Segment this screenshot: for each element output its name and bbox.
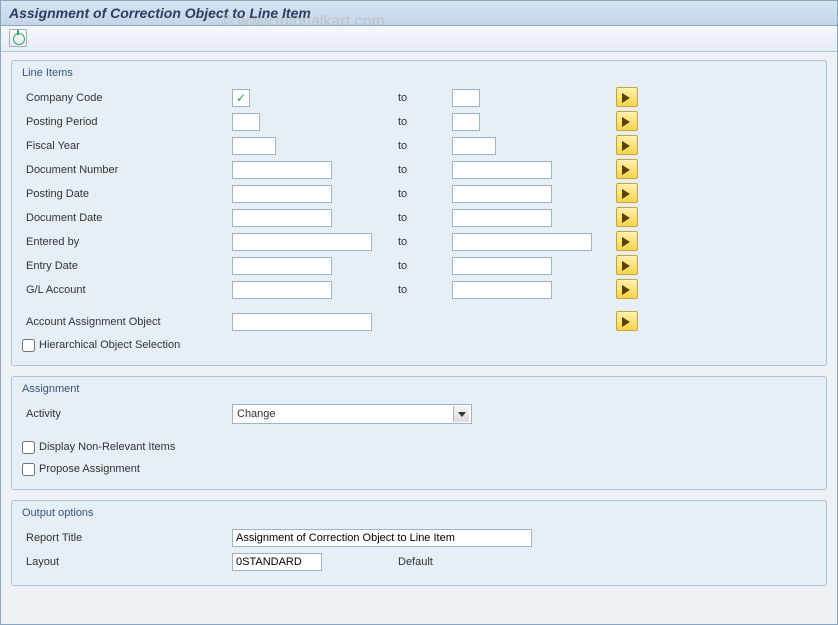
row-gl-account: G/L Account to xyxy=(22,279,816,301)
to-label-gl-account: to xyxy=(392,284,452,296)
group-line-items: Line Items Company Code ✓ to Posting Per… xyxy=(11,60,827,366)
activity-dropdown[interactable]: Change xyxy=(232,404,472,424)
label-company-code: Company Code xyxy=(22,92,232,104)
document-date-to-input[interactable] xyxy=(452,209,552,227)
row-document-number: Document Number to xyxy=(22,159,816,181)
row-propose-assignment: Propose Assignment xyxy=(22,459,816,479)
label-propose-assignment: Propose Assignment xyxy=(39,463,140,475)
account-assignment-input[interactable] xyxy=(232,313,372,331)
label-gl-account: G/L Account xyxy=(22,284,232,296)
posting-date-from-input[interactable] xyxy=(232,185,332,203)
row-posting-period: Posting Period to xyxy=(22,111,816,133)
fiscal-year-multi-button[interactable] xyxy=(616,135,638,155)
company-code-check[interactable]: ✓ xyxy=(232,89,250,107)
group-output-options: Output options Report Title Layout Defau… xyxy=(11,500,827,586)
label-fiscal-year: Fiscal Year xyxy=(22,140,232,152)
entry-date-from-input[interactable] xyxy=(232,257,332,275)
posting-period-from-input[interactable] xyxy=(232,113,260,131)
label-hierarchical-selection: Hierarchical Object Selection xyxy=(39,339,180,351)
gl-account-to-input[interactable] xyxy=(452,281,552,299)
activity-dropdown-value: Change xyxy=(237,408,276,420)
to-label-posting-date: to xyxy=(392,188,452,200)
entered-by-from-input[interactable] xyxy=(232,233,372,251)
group-title-assignment: Assignment xyxy=(22,381,816,397)
to-label-entry-date: to xyxy=(392,260,452,272)
display-non-relevant-checkbox[interactable] xyxy=(22,441,35,454)
account-assignment-multi-button[interactable] xyxy=(616,311,638,331)
group-title-output: Output options xyxy=(22,505,816,521)
to-label-document-number: to xyxy=(392,164,452,176)
posting-period-to-input[interactable] xyxy=(452,113,480,131)
entered-by-to-input[interactable] xyxy=(452,233,592,251)
document-number-to-input[interactable] xyxy=(452,161,552,179)
row-hierarchical-selection: Hierarchical Object Selection xyxy=(22,335,816,355)
label-entry-date: Entry Date xyxy=(22,260,232,272)
propose-assignment-checkbox[interactable] xyxy=(22,463,35,476)
document-number-multi-button[interactable] xyxy=(616,159,638,179)
company-code-multi-button[interactable] xyxy=(616,87,638,107)
row-entered-by: Entered by to xyxy=(22,231,816,253)
report-title-input[interactable] xyxy=(232,529,532,547)
chevron-down-icon xyxy=(453,406,469,422)
company-code-to-input[interactable] xyxy=(452,89,480,107)
row-entry-date: Entry Date to xyxy=(22,255,816,277)
label-entered-by: Entered by xyxy=(22,236,232,248)
to-label-fiscal-year: to xyxy=(392,140,452,152)
to-label-company-code: to xyxy=(392,92,452,104)
layout-input[interactable] xyxy=(232,553,322,571)
entry-date-multi-button[interactable] xyxy=(616,255,638,275)
toolbar xyxy=(1,26,837,52)
label-posting-date: Posting Date xyxy=(22,188,232,200)
label-posting-period: Posting Period xyxy=(22,116,232,128)
label-account-assignment: Account Assignment Object xyxy=(22,316,232,328)
row-fiscal-year: Fiscal Year to xyxy=(22,135,816,157)
to-label-posting-period: to xyxy=(392,116,452,128)
label-activity: Activity xyxy=(22,408,232,420)
document-date-multi-button[interactable] xyxy=(616,207,638,227)
row-layout: Layout Default xyxy=(22,551,816,573)
label-document-number: Document Number xyxy=(22,164,232,176)
row-document-date: Document Date to xyxy=(22,207,816,229)
layout-hint: Default xyxy=(392,556,452,568)
to-label-entered-by: to xyxy=(392,236,452,248)
row-display-non-relevant: Display Non-Relevant Items xyxy=(22,437,816,457)
fiscal-year-to-input[interactable] xyxy=(452,137,496,155)
window-title: Assignment of Correction Object to Line … xyxy=(9,5,311,21)
hierarchical-selection-checkbox[interactable] xyxy=(22,339,35,352)
to-label-document-date: to xyxy=(392,212,452,224)
row-posting-date: Posting Date to xyxy=(22,183,816,205)
gl-account-from-input[interactable] xyxy=(232,281,332,299)
entered-by-multi-button[interactable] xyxy=(616,231,638,251)
execute-button[interactable] xyxy=(9,29,27,47)
posting-period-multi-button[interactable] xyxy=(616,111,638,131)
entry-date-to-input[interactable] xyxy=(452,257,552,275)
label-display-non-relevant: Display Non-Relevant Items xyxy=(39,441,175,453)
posting-date-multi-button[interactable] xyxy=(616,183,638,203)
row-report-title: Report Title xyxy=(22,527,816,549)
posting-date-to-input[interactable] xyxy=(452,185,552,203)
fiscal-year-from-input[interactable] xyxy=(232,137,276,155)
group-title-line-items: Line Items xyxy=(22,65,816,81)
group-assignment: Assignment Activity Change Display Non-R… xyxy=(11,376,827,490)
title-bar: Assignment of Correction Object to Line … xyxy=(1,1,837,26)
row-company-code: Company Code ✓ to xyxy=(22,87,816,109)
label-layout: Layout xyxy=(22,556,232,568)
row-activity: Activity Change xyxy=(22,403,816,425)
document-number-from-input[interactable] xyxy=(232,161,332,179)
gl-account-multi-button[interactable] xyxy=(616,279,638,299)
label-document-date: Document Date xyxy=(22,212,232,224)
document-date-from-input[interactable] xyxy=(232,209,332,227)
label-report-title: Report Title xyxy=(22,532,232,544)
row-account-assignment: Account Assignment Object xyxy=(22,311,816,333)
